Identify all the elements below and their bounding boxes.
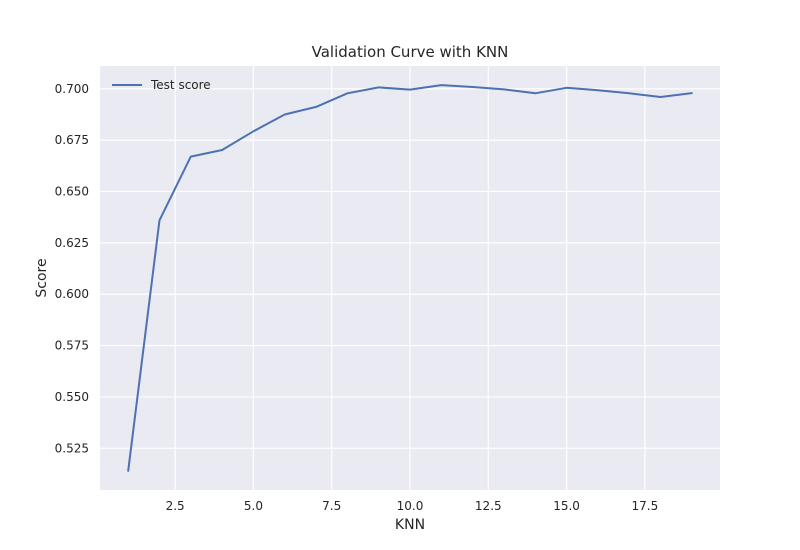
x-tick-label: 2.5 (166, 499, 185, 513)
chart-title: Validation Curve with KNN (312, 43, 509, 61)
series-layer (127, 84, 693, 472)
y-tick-label: 0.625 (55, 236, 89, 250)
tick-labels: 2.5 5.0 7.5 10.0 12.5 15.0 17.5 0.525 0.550 0.575… (55, 82, 659, 513)
legend-label-test-score: Test score (150, 78, 211, 92)
series-line-test-score (127, 84, 693, 472)
y-tick-label: 0.575 (55, 339, 89, 353)
y-axis-label: Score (34, 258, 50, 297)
y-tick-label: 0.550 (55, 390, 89, 404)
x-tick-label: 5.0 (244, 499, 263, 513)
legend: Test score (112, 78, 211, 92)
x-tick-label: 17.5 (631, 499, 658, 513)
x-tick-label: 10.0 (397, 499, 424, 513)
y-tick-label: 0.700 (55, 82, 89, 96)
y-tick-label: 0.525 (55, 441, 89, 455)
y-tick-label: 0.600 (55, 287, 89, 301)
x-tick-label: 15.0 (553, 499, 580, 513)
x-axis-label: KNN (395, 517, 425, 533)
y-tick-label: 0.675 (55, 133, 89, 147)
x-tick-label: 7.5 (322, 499, 341, 513)
x-tick-label: 12.5 (475, 499, 502, 513)
y-tick-label: 0.650 (55, 185, 89, 199)
